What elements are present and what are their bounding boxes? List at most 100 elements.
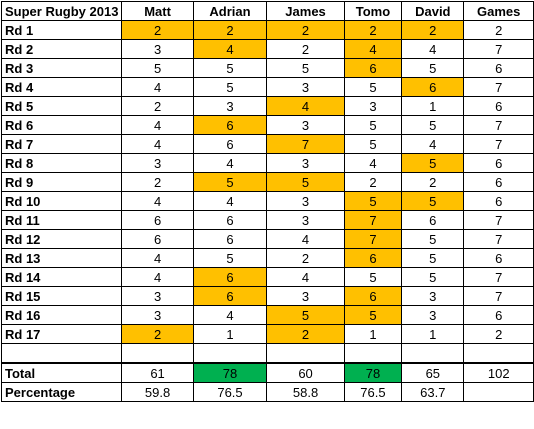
cell-adrian[interactable]: 5 bbox=[192, 77, 268, 97]
col-header-adrian[interactable]: Adrian bbox=[192, 1, 268, 21]
total-matt[interactable]: 61 bbox=[121, 362, 194, 383]
cell-james[interactable]: 3 bbox=[266, 191, 345, 211]
cell-james[interactable]: 5 bbox=[266, 58, 345, 78]
cell-tomo[interactable]: 2 bbox=[343, 172, 403, 192]
row-label[interactable]: Rd 14 bbox=[0, 267, 123, 287]
cell-games[interactable]: 7 bbox=[463, 210, 534, 230]
cell-adrian[interactable]: 6 bbox=[192, 229, 268, 249]
cell-matt[interactable]: 6 bbox=[121, 229, 194, 249]
table-title[interactable]: Super Rugby 2013 bbox=[0, 1, 123, 21]
cell-matt[interactable]: 2 bbox=[121, 20, 194, 40]
cell-david[interactable]: 6 bbox=[401, 210, 465, 230]
cell-adrian[interactable]: 5 bbox=[192, 172, 268, 192]
empty-cell[interactable] bbox=[266, 343, 345, 364]
percentage-david[interactable]: 63.7 bbox=[401, 382, 465, 402]
cell-james[interactable]: 5 bbox=[266, 305, 345, 325]
cell-james[interactable]: 3 bbox=[266, 286, 345, 306]
cell-tomo[interactable]: 5 bbox=[343, 77, 403, 97]
cell-tomo[interactable]: 6 bbox=[343, 248, 403, 268]
cell-adrian[interactable]: 4 bbox=[192, 191, 268, 211]
cell-david[interactable]: 1 bbox=[401, 96, 465, 116]
cell-tomo[interactable]: 1 bbox=[343, 324, 403, 344]
cell-tomo[interactable]: 5 bbox=[343, 191, 403, 211]
cell-matt[interactable]: 4 bbox=[121, 191, 194, 211]
cell-tomo[interactable]: 6 bbox=[343, 58, 403, 78]
cell-tomo[interactable]: 7 bbox=[343, 229, 403, 249]
cell-david[interactable]: 4 bbox=[401, 134, 465, 154]
cell-adrian[interactable]: 4 bbox=[192, 305, 268, 325]
total-david[interactable]: 65 bbox=[401, 362, 465, 383]
cell-adrian[interactable]: 4 bbox=[192, 153, 268, 173]
cell-james[interactable]: 3 bbox=[266, 153, 345, 173]
row-label[interactable]: Rd 4 bbox=[0, 77, 123, 97]
cell-matt[interactable]: 2 bbox=[121, 324, 194, 344]
total-label[interactable]: Total bbox=[0, 362, 123, 383]
cell-matt[interactable]: 3 bbox=[121, 153, 194, 173]
cell-tomo[interactable]: 7 bbox=[343, 210, 403, 230]
empty-cell[interactable] bbox=[463, 343, 534, 364]
cell-games[interactable]: 2 bbox=[463, 20, 534, 40]
cell-tomo[interactable]: 5 bbox=[343, 115, 403, 135]
percentage-games[interactable] bbox=[463, 382, 534, 402]
cell-games[interactable]: 7 bbox=[463, 286, 534, 306]
cell-games[interactable]: 6 bbox=[463, 153, 534, 173]
row-label[interactable]: Rd 5 bbox=[0, 96, 123, 116]
cell-games[interactable]: 7 bbox=[463, 77, 534, 97]
cell-games[interactable]: 6 bbox=[463, 96, 534, 116]
row-label[interactable]: Rd 7 bbox=[0, 134, 123, 154]
row-label[interactable]: Rd 10 bbox=[0, 191, 123, 211]
cell-games[interactable]: 7 bbox=[463, 229, 534, 249]
row-label[interactable]: Rd 17 bbox=[0, 324, 123, 344]
cell-james[interactable]: 2 bbox=[266, 248, 345, 268]
cell-tomo[interactable]: 6 bbox=[343, 286, 403, 306]
total-james[interactable]: 60 bbox=[266, 362, 345, 383]
row-label[interactable]: Rd 2 bbox=[0, 39, 123, 59]
cell-matt[interactable]: 6 bbox=[121, 210, 194, 230]
row-label[interactable]: Rd 15 bbox=[0, 286, 123, 306]
cell-adrian[interactable]: 3 bbox=[192, 96, 268, 116]
cell-david[interactable]: 5 bbox=[401, 191, 465, 211]
cell-matt[interactable]: 3 bbox=[121, 286, 194, 306]
cell-matt[interactable]: 5 bbox=[121, 58, 194, 78]
row-label[interactable]: Rd 8 bbox=[0, 153, 123, 173]
cell-matt[interactable]: 4 bbox=[121, 115, 194, 135]
cell-tomo[interactable]: 5 bbox=[343, 267, 403, 287]
cell-adrian[interactable]: 4 bbox=[192, 39, 268, 59]
cell-james[interactable]: 5 bbox=[266, 172, 345, 192]
cell-james[interactable]: 2 bbox=[266, 39, 345, 59]
cell-james[interactable]: 4 bbox=[266, 96, 345, 116]
cell-james[interactable]: 3 bbox=[266, 210, 345, 230]
cell-tomo[interactable]: 4 bbox=[343, 153, 403, 173]
cell-tomo[interactable]: 3 bbox=[343, 96, 403, 116]
cell-adrian[interactable]: 6 bbox=[192, 267, 268, 287]
cell-games[interactable]: 6 bbox=[463, 58, 534, 78]
cell-adrian[interactable]: 5 bbox=[192, 248, 268, 268]
cell-david[interactable]: 2 bbox=[401, 172, 465, 192]
total-adrian[interactable]: 78 bbox=[192, 362, 268, 383]
row-label[interactable]: Rd 11 bbox=[0, 210, 123, 230]
col-header-james[interactable]: James bbox=[266, 1, 345, 21]
row-label[interactable]: Rd 1 bbox=[0, 20, 123, 40]
cell-adrian[interactable]: 6 bbox=[192, 210, 268, 230]
col-header-david[interactable]: David bbox=[401, 1, 465, 21]
cell-james[interactable]: 4 bbox=[266, 229, 345, 249]
cell-matt[interactable]: 4 bbox=[121, 77, 194, 97]
col-header-games[interactable]: Games bbox=[463, 1, 534, 21]
cell-james[interactable]: 4 bbox=[266, 267, 345, 287]
cell-matt[interactable]: 2 bbox=[121, 172, 194, 192]
cell-games[interactable]: 6 bbox=[463, 172, 534, 192]
cell-adrian[interactable]: 6 bbox=[192, 134, 268, 154]
cell-games[interactable]: 7 bbox=[463, 134, 534, 154]
percentage-james[interactable]: 58.8 bbox=[266, 382, 345, 402]
cell-david[interactable]: 5 bbox=[401, 153, 465, 173]
row-label[interactable]: Rd 16 bbox=[0, 305, 123, 325]
cell-david[interactable]: 5 bbox=[401, 229, 465, 249]
cell-games[interactable]: 7 bbox=[463, 267, 534, 287]
cell-david[interactable]: 5 bbox=[401, 58, 465, 78]
cell-david[interactable]: 5 bbox=[401, 248, 465, 268]
percentage-matt[interactable]: 59.8 bbox=[121, 382, 194, 402]
row-label[interactable]: Rd 12 bbox=[0, 229, 123, 249]
cell-adrian[interactable]: 1 bbox=[192, 324, 268, 344]
row-label[interactable]: Rd 13 bbox=[0, 248, 123, 268]
cell-james[interactable]: 7 bbox=[266, 134, 345, 154]
